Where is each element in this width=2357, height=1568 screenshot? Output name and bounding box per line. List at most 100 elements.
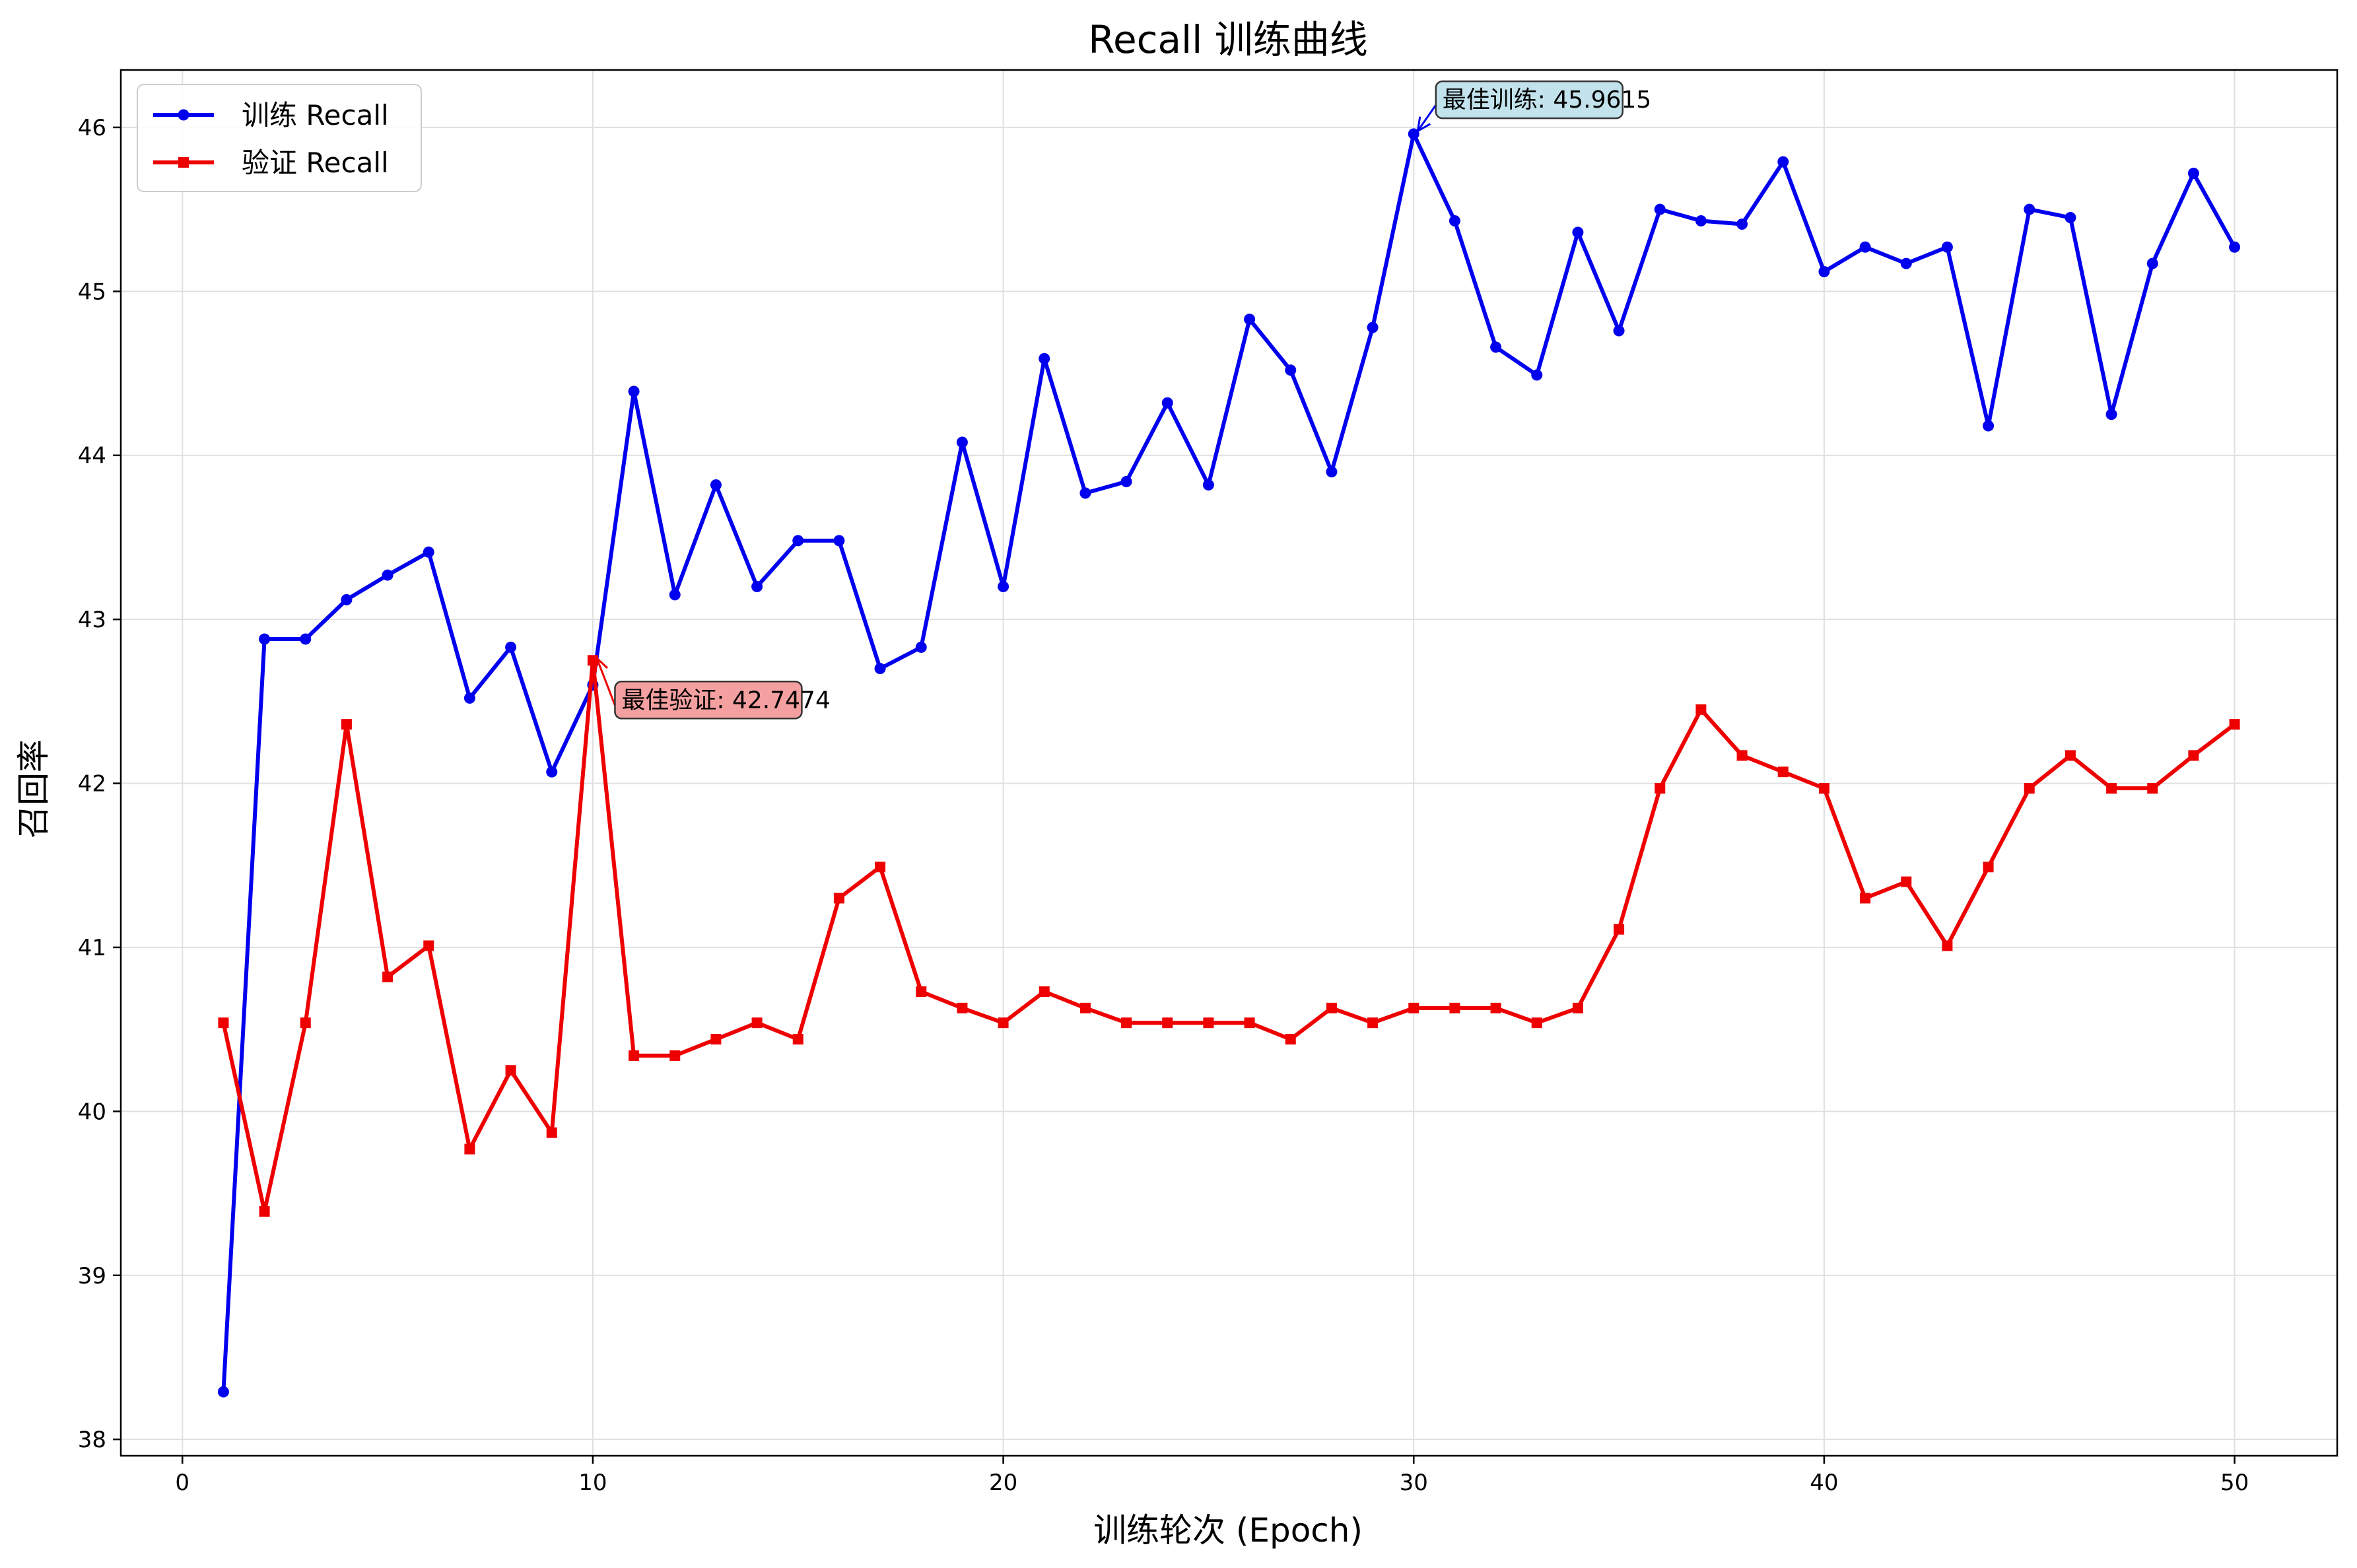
- data-point: [833, 535, 845, 547]
- data-point: [463, 692, 475, 704]
- data-point: [1860, 893, 1871, 904]
- data-point: [2105, 409, 2117, 421]
- data-point: [1736, 750, 1748, 761]
- annotation-box: [614, 681, 803, 720]
- data-point: [2106, 783, 2117, 794]
- data-point: [1039, 353, 1050, 364]
- y-tick-label: 39: [78, 1263, 106, 1289]
- data-point: [1490, 1002, 1501, 1013]
- data-point: [1285, 364, 1297, 376]
- legend-box: [137, 84, 422, 192]
- legend-label: 训练 Recall: [242, 99, 389, 131]
- data-point: [1613, 325, 1625, 337]
- data-point: [833, 893, 844, 904]
- chart-title: Recall 训练曲线: [1088, 17, 1367, 62]
- data-point: [2187, 167, 2199, 179]
- data-point: [1900, 257, 1912, 269]
- data-point: [2065, 212, 2076, 224]
- x-axis-ticks: 0 10 20 30 40 50: [175, 1456, 2249, 1496]
- data-point: [1162, 1017, 1173, 1029]
- data-point: [1079, 1002, 1091, 1013]
- data-point: [792, 1034, 803, 1045]
- data-point: [1120, 475, 1132, 487]
- y-tick-label: 40: [78, 1099, 106, 1125]
- data-point: [1531, 1017, 1542, 1029]
- legend-marker: [178, 109, 189, 121]
- data-point: [1326, 1002, 1337, 1013]
- series-layer: [217, 128, 2241, 1398]
- data-point: [546, 1127, 557, 1138]
- annotation-box: [1435, 80, 1624, 119]
- data-point: [217, 1386, 229, 1398]
- data-point: [669, 589, 681, 601]
- series-1: [217, 128, 2241, 1398]
- data-point: [1531, 369, 1543, 381]
- data-point: [2229, 719, 2240, 730]
- x-tick-label: 50: [2220, 1470, 2249, 1496]
- data-point: [1777, 767, 1789, 778]
- legend-marker: [178, 157, 189, 168]
- data-point: [1039, 986, 1050, 998]
- data-point: [669, 1050, 681, 1061]
- x-tick-label: 0: [175, 1470, 189, 1496]
- y-tick-label: 43: [78, 607, 106, 633]
- data-point: [505, 1065, 516, 1076]
- data-point: [2229, 241, 2241, 253]
- data-point: [998, 1017, 1009, 1029]
- data-point: [546, 766, 558, 778]
- data-point: [2024, 783, 2035, 794]
- data-point: [792, 535, 804, 547]
- data-point: [1244, 314, 1256, 325]
- annotation-arrowhead: [1416, 116, 1431, 133]
- data-point: [300, 1017, 311, 1029]
- data-point: [2188, 750, 2199, 761]
- series-line: [221, 131, 2237, 1392]
- data-point: [875, 862, 886, 873]
- series-line: [221, 658, 2236, 1213]
- data-point: [1614, 924, 1625, 935]
- annotation-layer: 最佳训练: 45.9615 最佳验证: 42.7474: [594, 80, 1651, 720]
- data-point: [1367, 1017, 1379, 1029]
- data-point: [218, 1017, 229, 1029]
- x-tick-label: 30: [1400, 1470, 1428, 1496]
- data-point: [2065, 750, 2076, 761]
- data-point: [1203, 1017, 1214, 1029]
- y-tick-label: 45: [78, 279, 106, 305]
- data-point: [1695, 704, 1707, 715]
- data-point: [2147, 783, 2158, 794]
- data-point: [1818, 783, 1829, 794]
- data-point: [1449, 1002, 1460, 1013]
- data-point: [259, 633, 271, 645]
- data-point: [1490, 341, 1502, 353]
- data-point: [751, 1017, 763, 1029]
- data-point: [1983, 862, 1994, 873]
- annotation-arrowhead: [594, 656, 609, 673]
- annotation-arrow: [596, 658, 616, 706]
- y-tick-label: 44: [78, 443, 106, 469]
- x-tick-label: 20: [989, 1470, 1017, 1496]
- series-2: [218, 655, 2240, 1217]
- y-tick-label: 46: [78, 115, 106, 141]
- y-axis-ticks: 38 39 40 41 42 43 44 45 46: [78, 115, 121, 1453]
- x-tick-label: 40: [1810, 1470, 1838, 1496]
- data-point: [628, 386, 640, 397]
- data-point: [1695, 215, 1707, 227]
- data-point: [998, 580, 1009, 592]
- data-point: [1285, 1034, 1296, 1045]
- data-point: [1655, 783, 1666, 794]
- data-point: [505, 641, 517, 653]
- data-point: [1983, 420, 1995, 432]
- data-point: [710, 1034, 722, 1045]
- data-point: [382, 569, 393, 581]
- annotation-1: 最佳训练: 45.9615: [1416, 80, 1651, 133]
- data-point: [751, 580, 763, 592]
- data-point: [1942, 940, 1953, 951]
- data-point: [1161, 397, 1173, 409]
- plot-area-frame: [120, 69, 2339, 1457]
- data-point: [1244, 1017, 1255, 1029]
- data-point: [382, 971, 393, 982]
- data-point: [1901, 876, 1912, 887]
- data-point: [423, 940, 434, 951]
- data-point: [1941, 241, 1953, 253]
